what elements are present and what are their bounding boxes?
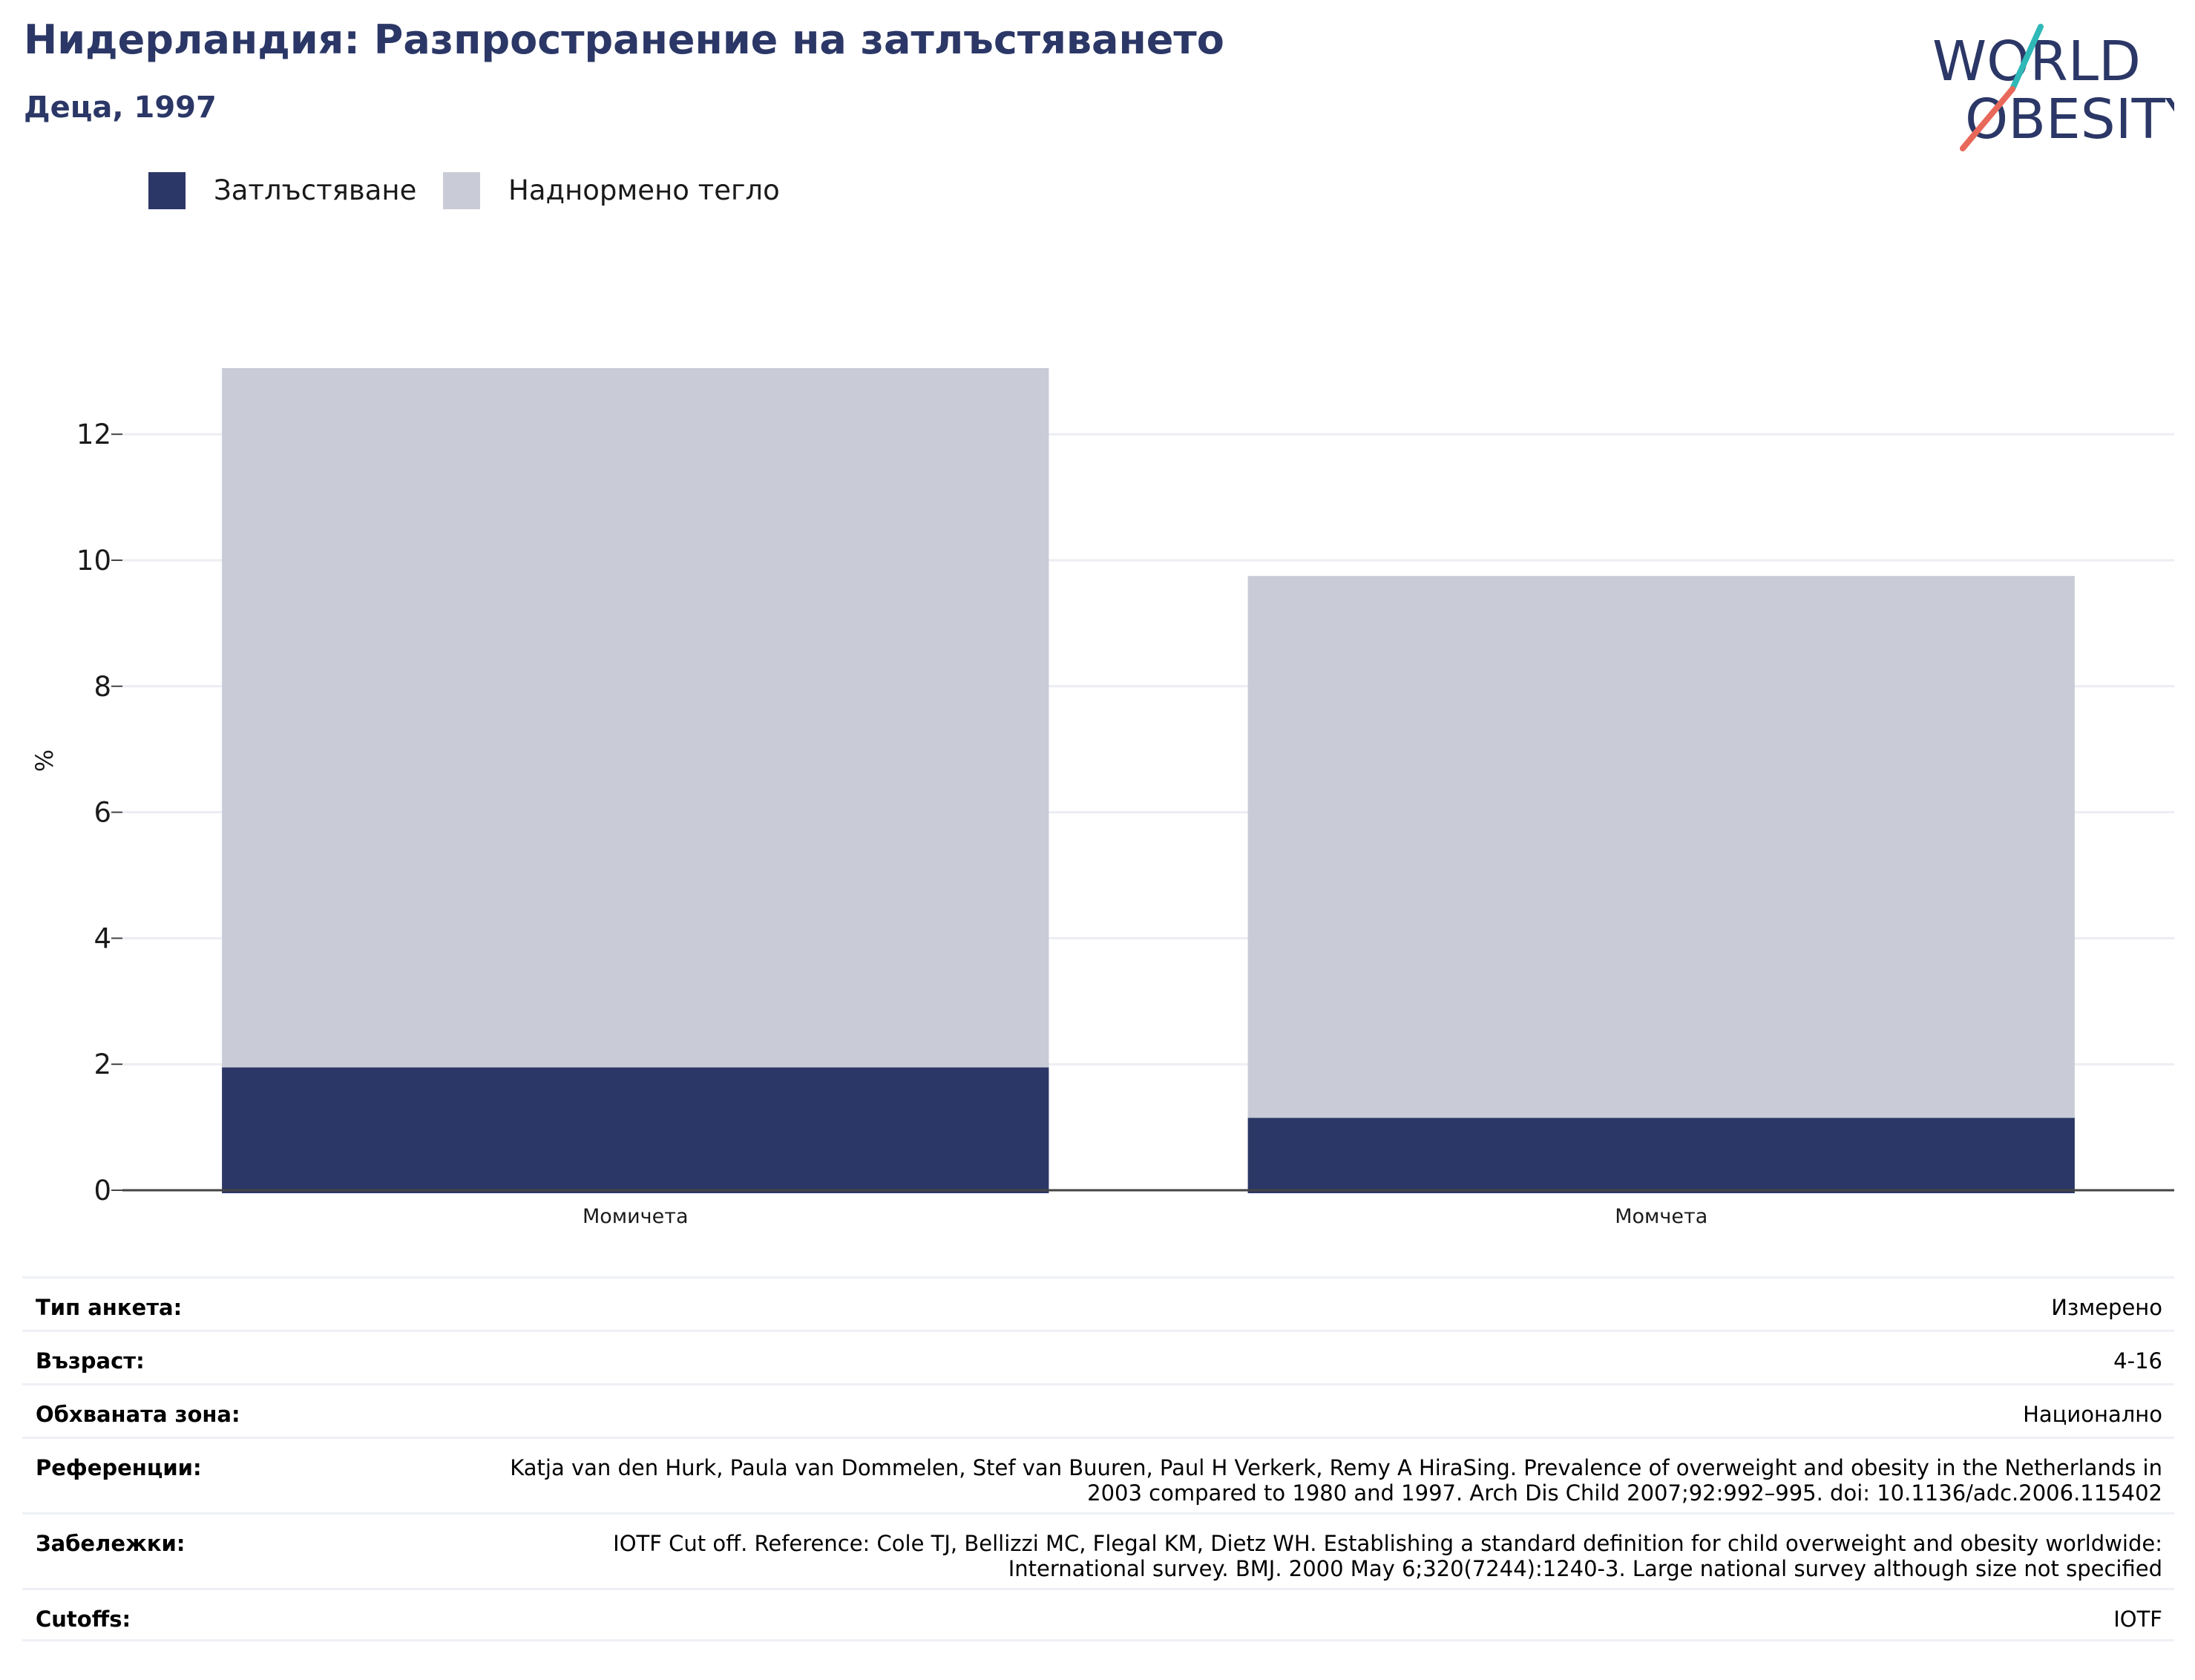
info-row-cutoffs: Cutoffs: IOTF (22, 1588, 2174, 1641)
bar-obesity (222, 1067, 1049, 1193)
info-row-survey-type: Тип анкета: Измерено (22, 1276, 2174, 1330)
y-tick-label: 2 (93, 1049, 111, 1080)
info-key: Cutoffs: (36, 1607, 131, 1632)
bar-overweight (1247, 576, 2075, 1118)
svg-text:OBESITY: OBESITY (1965, 88, 2174, 151)
chart-subtitle: Деца, 1997 (24, 91, 217, 125)
info-value: IOTF (2113, 1607, 2162, 1632)
bar-obesity (1247, 1118, 2075, 1193)
x-tick-label: Момчета (1615, 1205, 1707, 1228)
world-obesity-logo: WORLD OBESITY (1932, 24, 2174, 151)
info-key: Обхваната зона: (36, 1402, 240, 1427)
info-row-age: Възраст: 4-16 (22, 1330, 2174, 1383)
y-tick-label: 6 (93, 797, 111, 829)
info-key: Забележки: (36, 1531, 186, 1556)
legend-label-overweight: Наднормено тегло (508, 174, 780, 206)
bar-chart: 0 2 4 6 8 10 12 Момичета Момчета (76, 368, 2174, 1228)
info-table: Тип анкета: Измерено Възраст: 4-16 Обхва… (22, 1276, 2174, 1641)
info-value: 4-16 (2113, 1348, 2162, 1374)
info-key: Възраст: (36, 1348, 145, 1374)
legend-swatch-overweight (443, 172, 480, 209)
chart-title: Нидерландия: Разпространение на затлъстя… (24, 16, 1224, 63)
x-tick-label: Момичета (583, 1205, 689, 1228)
info-row-notes: Забележки: IOTF Cut off. Reference: Cole… (22, 1512, 2174, 1588)
y-tick-label: 10 (76, 545, 111, 577)
info-value: Национално (2023, 1402, 2162, 1427)
info-value: Измерено (2051, 1295, 2162, 1320)
info-row-area: Обхваната зона: Национално (22, 1383, 2174, 1437)
y-tick-label: 12 (76, 419, 111, 450)
bar-overweight (222, 368, 1049, 1068)
info-key: Референции: (36, 1455, 202, 1480)
info-row-references: Референции: Katja van den Hurk, Paula va… (22, 1437, 2174, 1512)
info-value: IOTF Cut off. Reference: Cole TJ, Belliz… (613, 1531, 2162, 1581)
info-key: Тип анкета: (36, 1295, 183, 1320)
y-tick-label: 0 (93, 1175, 111, 1207)
legend-swatch-obesity (148, 172, 186, 209)
y-tick-label: 4 (93, 922, 111, 954)
info-value: Katja van den Hurk, Paula van Dommelen, … (510, 1455, 2162, 1506)
y-tick-label: 8 (93, 671, 111, 703)
legend-label-obesity: Затлъстяване (214, 174, 417, 206)
